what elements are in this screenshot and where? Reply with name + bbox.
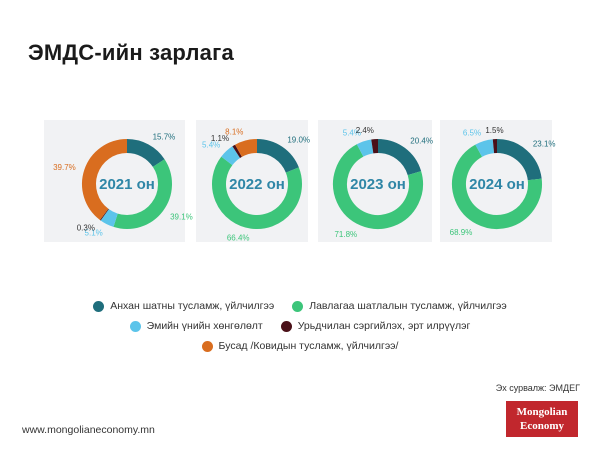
slice-2021-other xyxy=(82,139,128,220)
label-2022-other: 8.1% xyxy=(225,128,243,137)
donut-charts: 15.7% 39.1% 5.1%0.3% 39.7% 2021 он 19.0% 66.4%… xyxy=(44,120,556,242)
legend-item-early: Урьдчилан сэргийлэх, эрт илрүүлэг xyxy=(280,320,471,332)
footer-url: www.mongolianeconomy.mn xyxy=(22,424,155,436)
label-2024-secondary: 68.9% xyxy=(450,228,473,237)
slice-2022-primary xyxy=(256,139,299,173)
label-2022-primary: 19.0% xyxy=(287,135,310,144)
center-label-2024: 2024 он xyxy=(469,176,525,193)
legend-dot-other xyxy=(201,340,213,352)
legend: Анхан шатны тусламж, үйлчилгээ Лавлагаа … xyxy=(0,300,600,360)
legend-item-medicine: Эмийн үнийн хөнгөлөлт xyxy=(129,320,263,332)
label-2021-medicine: 5.1% xyxy=(85,228,103,237)
logo-line-2: Economy xyxy=(520,420,564,432)
slice-2023-medicine xyxy=(356,139,374,157)
label-2021-other: 39.7% xyxy=(53,163,76,172)
label-2023-primary: 20.4% xyxy=(410,137,433,146)
label-2022-secondary: 66.4% xyxy=(227,233,250,242)
center-label-2022: 2022 он xyxy=(229,176,285,193)
slice-2023-primary xyxy=(377,139,422,176)
page-title: ЭМДС-ийн зарлага xyxy=(28,40,234,65)
label-2024-primary: 23.1% xyxy=(533,140,556,149)
slice-2022-secondary xyxy=(212,156,302,229)
slice-2021-secondary xyxy=(113,159,172,229)
slice-2022-medicine xyxy=(221,146,241,166)
legend-item-other: Бусад /Ковидын тусламж, үйлчилгээ/ xyxy=(201,340,399,352)
slice-2021-primary xyxy=(126,139,165,168)
source-note: Эх сурвалж: ЭМДЕГ xyxy=(495,383,580,393)
label-2024-early: 1.5% xyxy=(485,126,503,135)
label-2022-early: 1.1% xyxy=(211,134,229,143)
label-2023-early: 2.4% xyxy=(356,126,374,135)
logo-line-1: Mongolian xyxy=(516,406,568,418)
slice-2024-secondary xyxy=(452,144,542,229)
slice-2023-secondary xyxy=(333,144,423,229)
legend-label-other: Бусад /Ковидын тусламж, үйлчилгээ/ xyxy=(218,340,399,352)
slice-2024-medicine xyxy=(475,139,495,157)
label-2021-early: 0.3% xyxy=(77,223,95,232)
slice-2022-other xyxy=(235,139,258,158)
legend-label-early: Урьдчилан сэргийлэх, эрт илрүүлэг xyxy=(297,320,471,332)
legend-dot-primary xyxy=(93,300,105,312)
slice-2021-medicine xyxy=(100,208,118,227)
legend-dot-early xyxy=(280,320,292,332)
mongolian-economy-logo: Mongolian Economy xyxy=(506,401,578,437)
label-2023-medicine: 5.4% xyxy=(343,129,361,138)
center-label-2021: 2021 он xyxy=(99,176,155,193)
legend-label-secondary: Лавлагаа шатлалын тусламж, үйлчилгээ xyxy=(309,300,507,312)
slice-2022-early xyxy=(232,144,242,159)
center-label-2023: 2023 он xyxy=(350,176,406,193)
label-2021-primary: 15.7% xyxy=(153,132,176,141)
label-2022-medicine: 5.4% xyxy=(202,140,220,149)
legend-item-secondary: Лавлагаа шатлалын тусламж, үйлчилгээ xyxy=(292,300,507,312)
slice-2024-primary xyxy=(496,139,542,181)
legend-label-primary: Анхан шатны тусламж, үйлчилгээ xyxy=(110,300,275,312)
label-2023-secondary: 71.8% xyxy=(334,230,357,239)
legend-dot-secondary xyxy=(292,300,304,312)
label-2021-secondary: 39.1% xyxy=(170,213,193,222)
legend-item-primary: Анхан шатны тусламж, үйлчилгээ xyxy=(93,300,274,312)
label-2024-medicine: 6.5% xyxy=(463,128,481,137)
legend-dot-medicine xyxy=(129,320,141,332)
legend-label-medicine: Эмийн үнийн хөнгөлөлт xyxy=(146,320,263,332)
